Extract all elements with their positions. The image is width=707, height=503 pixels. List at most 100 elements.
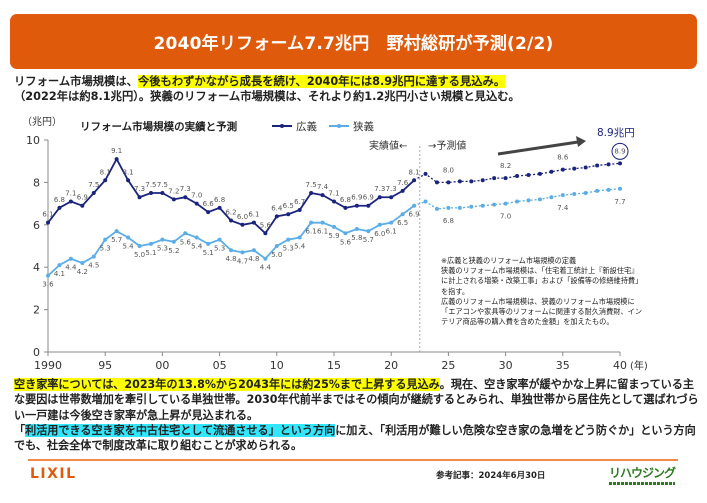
data-label: 5.6 <box>340 238 352 246</box>
data-label: 6.8 <box>340 196 351 204</box>
data-point <box>606 187 611 192</box>
data-point <box>595 188 600 193</box>
data-point <box>537 171 542 176</box>
data-point <box>103 237 108 242</box>
data-label: 7.7 <box>614 198 625 206</box>
data-point <box>560 167 565 172</box>
data-point <box>46 273 50 278</box>
page-title: 2040年リフォーム7.7兆円 野村総研が予測(2/2) <box>153 34 554 54</box>
data-point <box>251 220 256 225</box>
x-tick-label: 05 <box>213 359 227 372</box>
data-label: 6.9 <box>363 194 374 202</box>
actual-values-label: 実績値← <box>369 139 407 152</box>
data-point <box>194 235 199 240</box>
data-point <box>229 248 234 253</box>
data-label: 7.5 <box>88 181 99 189</box>
data-point <box>80 203 85 208</box>
data-point <box>240 250 245 255</box>
data-point <box>618 161 622 166</box>
data-point <box>572 192 577 197</box>
data-point <box>160 191 165 195</box>
data-label: 9.1 <box>111 147 122 155</box>
data-point <box>263 256 268 261</box>
data-label: 4.1 <box>54 270 65 278</box>
data-label: 7.4 <box>317 183 329 191</box>
legend-narrow-marker <box>337 124 341 128</box>
data-point <box>537 197 542 202</box>
data-point <box>400 212 405 217</box>
lead-text: リフォーム市場規模は、 <box>14 75 138 88</box>
lead-paragraph: リフォーム市場規模は、今後もわずかながら成長を続け、2040年には8.9兆円に達… <box>14 74 704 104</box>
data-label: 7.3 <box>180 185 191 193</box>
data-point <box>126 235 131 240</box>
data-point <box>412 178 417 183</box>
y-tick-label: 8 <box>33 176 40 189</box>
data-label: 8.2 <box>500 162 511 170</box>
data-label: 6.5 <box>397 219 408 227</box>
x-axis-unit: (年) <box>630 359 648 372</box>
data-label: 4.2 <box>77 268 88 276</box>
data-point <box>560 193 565 198</box>
data-label: 6.0 <box>374 230 385 238</box>
data-label: 6.5 <box>283 202 294 210</box>
data-label: 6.9 <box>351 194 362 202</box>
data-point <box>343 205 348 210</box>
x-tick-label: 20 <box>384 359 398 372</box>
data-point <box>412 203 417 208</box>
data-label: 8.0 <box>443 166 454 174</box>
data-point <box>148 241 153 246</box>
data-point <box>217 205 222 210</box>
data-label: 7.2 <box>168 187 179 195</box>
data-point <box>57 205 62 210</box>
data-point <box>526 198 531 203</box>
note-line: ※広義と狭義のリフォーム市場規模の定義 <box>441 256 577 265</box>
data-point <box>469 204 474 209</box>
data-point <box>366 229 371 234</box>
note-line: テリア商品等の購入費を含めた金額」を加えたもの。 <box>441 317 614 327</box>
data-point <box>91 254 96 259</box>
data-label: 3.6 <box>42 281 54 289</box>
data-point <box>126 178 131 183</box>
data-point <box>103 178 108 183</box>
data-label: 5.0 <box>271 251 282 259</box>
data-label: 6.9 <box>409 211 420 219</box>
x-tick-label: 95 <box>98 359 112 372</box>
data-point <box>515 199 520 204</box>
data-point <box>503 201 508 206</box>
y-tick-label: 10 <box>26 134 40 147</box>
data-point <box>423 199 428 204</box>
policy-highlight: 利活用できる空き家を中古住宅として流通させる」という方向 <box>25 423 336 437</box>
data-point <box>400 188 405 193</box>
data-point <box>57 263 62 268</box>
data-point <box>503 176 508 181</box>
data-point <box>263 231 268 236</box>
data-point <box>446 205 451 210</box>
lead-highlight: 今後もわずかながら成長を続け、2040年には8.9兆円に達する見込み。 <box>137 75 506 88</box>
data-point <box>480 203 485 208</box>
data-label: 5.1 <box>145 249 156 257</box>
data-point <box>229 218 234 223</box>
data-label: 5.6 <box>260 221 272 229</box>
data-label: 6.1 <box>386 228 397 236</box>
data-point <box>137 195 142 200</box>
data-label: 6.1 <box>248 211 259 219</box>
vacancy-paragraph: 空き家率については、2023年の13.8%から2043年には約25%まで上昇する… <box>14 377 704 453</box>
data-label: 4.4 <box>65 264 77 272</box>
data-point <box>572 166 577 171</box>
x-tick-label: 40 <box>613 359 627 372</box>
data-point <box>46 220 50 225</box>
data-label: 7.5 <box>306 181 317 189</box>
data-label: 6.2 <box>225 209 236 217</box>
note-line: 狭義のリフォーム市場規模は、「住宅着工統計上『新設住宅』 <box>441 266 639 276</box>
rehousing-logo-text: リハウジング <box>609 466 676 480</box>
data-point <box>389 220 394 225</box>
data-point <box>320 220 325 225</box>
data-point <box>354 203 359 208</box>
data-label: 6.1 <box>317 228 328 236</box>
quote-open: 「 <box>14 423 26 437</box>
data-point <box>434 180 439 185</box>
data-label: 5.2 <box>168 247 179 255</box>
note-line: に計上される増築・改築工事」および「設備等の修繕維持費」 <box>441 276 643 286</box>
reform-market-chart: （兆円） リフォーム市場規模の実績と予測 広義 狭義 実績値← →予測値 8.9… <box>22 116 648 372</box>
data-label: 7.1 <box>328 189 339 197</box>
